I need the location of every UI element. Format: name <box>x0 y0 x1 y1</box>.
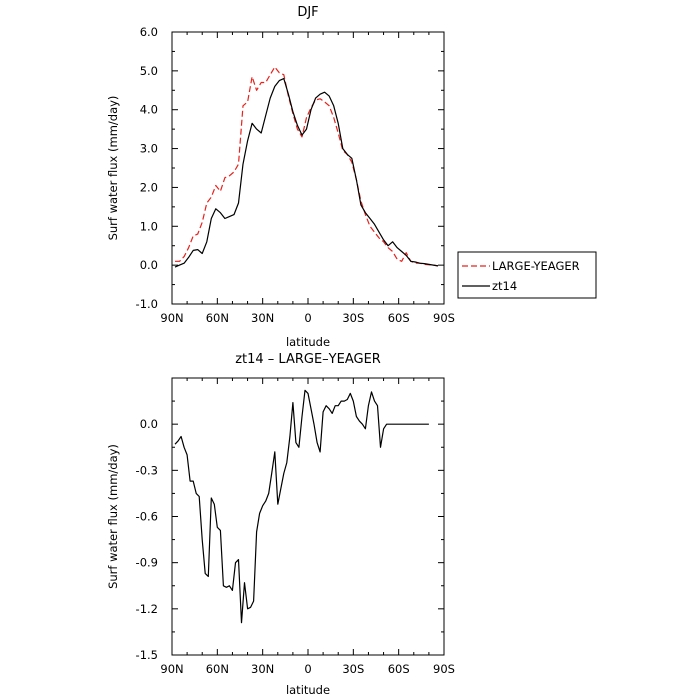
plot-frame <box>171 377 445 656</box>
x-tick-label: 60N <box>206 662 229 676</box>
x-axis-label: latitude <box>286 335 330 349</box>
x-tick-label: 60S <box>388 662 410 676</box>
legend-label: LARGE-YEAGER <box>492 259 580 273</box>
y-tick-label: 4.0 <box>140 103 158 117</box>
y-tick-label: 0.0 <box>140 258 158 272</box>
x-tick-label: 90S <box>433 311 455 325</box>
y-tick-label: -0.6 <box>136 510 158 524</box>
series-line-difference <box>174 389 429 624</box>
y-tick-label: 3.0 <box>140 142 158 156</box>
y-tick-label: 0.0 <box>140 417 158 431</box>
chart-title: zt14 – LARGE–YEAGER <box>235 352 381 367</box>
x-tick-label: 0 <box>304 311 311 325</box>
y-tick-label: -1.5 <box>136 648 158 662</box>
y-axis-label: Surf water flux (mm/day) <box>106 96 120 241</box>
y-tick-label: 2.0 <box>140 180 158 194</box>
x-tick-label: 30S <box>342 662 364 676</box>
x-tick-label: 90N <box>160 662 183 676</box>
x-tick-label: 30N <box>251 662 274 676</box>
y-tick-label: 5.0 <box>140 64 158 78</box>
series-line-large-yeager <box>175 66 439 267</box>
x-tick-label: 30S <box>342 311 364 325</box>
x-tick-label: 0 <box>304 662 311 676</box>
legend-label: zt14 <box>492 279 517 293</box>
x-tick-label: 30N <box>251 311 274 325</box>
y-tick-label: -1.2 <box>136 602 158 616</box>
y-axis-label: Surf water flux (mm/day) <box>106 444 120 589</box>
y-tick-label: -0.3 <box>136 463 158 477</box>
plot-frame <box>171 31 445 305</box>
x-tick-label: 60N <box>206 311 229 325</box>
legend-box <box>457 251 597 299</box>
y-tick-label: -0.9 <box>136 556 158 570</box>
series-line-zt14 <box>174 77 439 268</box>
y-tick-label: 6.0 <box>140 25 158 39</box>
x-axis-label: latitude <box>286 683 330 697</box>
y-tick-label: -1.0 <box>136 297 158 311</box>
chart-title: DJF <box>297 5 318 20</box>
x-tick-label: 90N <box>160 311 183 325</box>
y-tick-label: 1.0 <box>140 219 158 233</box>
x-tick-label: 90S <box>433 662 455 676</box>
x-tick-label: 60S <box>388 311 410 325</box>
